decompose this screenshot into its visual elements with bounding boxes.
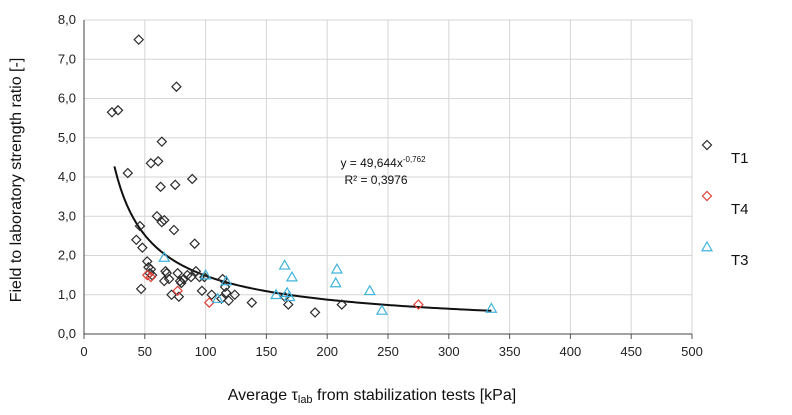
point-t1: [112, 104, 124, 116]
legend-marker-t4: [701, 190, 713, 202]
point-t3: [375, 304, 388, 315]
axes: [83, 20, 693, 339]
point-t1: [186, 173, 198, 185]
y-tick-label: 3,0: [58, 208, 76, 223]
point-t1: [282, 299, 294, 310]
point-t1: [141, 256, 153, 267]
x-axis-title: Average τlab from stabilization tests [k…: [228, 387, 516, 406]
point-t1: [158, 214, 170, 226]
legend: T1 T4 T3: [700, 139, 749, 269]
x-tick-label: 350: [499, 344, 521, 359]
point-t3: [199, 268, 212, 280]
y-tick-label: 2,0: [58, 248, 76, 263]
x-tick-label: 500: [681, 344, 703, 359]
legend-label-t1: T1: [731, 150, 749, 167]
y-tick-label: 5,0: [58, 130, 76, 145]
data-points: [106, 34, 498, 318]
y-tick-label: 1,0: [58, 287, 76, 302]
point-t1: [199, 271, 210, 283]
grid-lines: [83, 19, 693, 335]
trendline-curve: [113, 166, 492, 312]
y-tick-label: 0,0: [58, 326, 76, 341]
x-tick-label: 150: [256, 344, 278, 359]
point-t1: [223, 295, 235, 306]
point-t1: [175, 277, 187, 289]
point-t3: [329, 276, 342, 288]
point-t3: [283, 290, 296, 302]
x-tick-label: 450: [620, 344, 642, 359]
x-tick-label: 50: [138, 344, 152, 359]
point-t1: [134, 220, 146, 232]
point-t3: [211, 292, 224, 304]
point-t3: [270, 288, 283, 300]
point-t1: [133, 34, 145, 45]
point-t1: [106, 106, 118, 118]
point-t1: [220, 287, 232, 299]
point-t1: [155, 181, 166, 193]
legend-marker-t1: [701, 139, 713, 151]
point-t1: [189, 238, 201, 250]
x-tick-label: 400: [560, 344, 582, 359]
x-tick-label: 200: [316, 344, 338, 359]
point-t1: [309, 307, 321, 318]
point-t1: [171, 81, 182, 93]
point-t1: [156, 136, 168, 148]
point-t1: [152, 155, 164, 167]
point-t1: [169, 179, 181, 191]
point-t1: [229, 289, 241, 301]
y-axis-title: Field to laboratory strength ratio [-]: [8, 58, 25, 303]
point-t4: [172, 285, 183, 297]
point-t4: [203, 297, 215, 308]
point-t3: [158, 251, 171, 262]
y-tick-label: 6,0: [58, 91, 76, 106]
point-t3: [220, 274, 233, 286]
legend-label-t4: T4: [731, 201, 749, 218]
point-t1: [130, 234, 142, 246]
point-t1: [185, 271, 197, 283]
x-tick-label: 300: [438, 344, 460, 359]
tick-labels: 0,0 1,0 2,0 3,0 4,0 5,0 6,0 7,0 8,0 0 50 100 150 200 2…: [58, 12, 703, 359]
point-t1: [219, 281, 231, 293]
legend-marker-t3: [700, 240, 714, 252]
point-t1: [137, 242, 148, 253]
point-t4: [145, 271, 157, 283]
point-t1: [135, 283, 147, 295]
point-t1: [158, 275, 170, 287]
x-tick-label: 0: [80, 344, 87, 359]
y-tick-label: 8,0: [58, 12, 76, 27]
point-t1: [122, 167, 134, 179]
point-t1: [151, 210, 163, 222]
point-t1: [336, 299, 348, 310]
point-t3: [278, 259, 291, 270]
y-tick-label: 4,0: [58, 169, 76, 184]
point-t1: [206, 289, 218, 301]
point-t3: [363, 284, 376, 296]
point-t1: [172, 267, 183, 279]
point-t1: [156, 216, 168, 228]
point-t1: [166, 289, 177, 301]
point-t4: [413, 299, 424, 310]
point-t1: [196, 285, 208, 297]
trendline: [113, 166, 492, 312]
point-t3: [285, 270, 298, 282]
x-tick-label: 250: [377, 344, 399, 359]
point-t1: [173, 291, 185, 303]
point-t1: [168, 224, 180, 236]
point-t3: [330, 263, 343, 274]
trendline-r-squared: R² = 0,3976: [344, 173, 407, 187]
point-t3: [485, 302, 498, 313]
point-t1: [246, 297, 258, 308]
trendline-equation: y = 49,644x-0,762: [340, 155, 426, 170]
legend-label-t3: T3: [731, 252, 749, 269]
y-tick-label: 7,0: [58, 51, 76, 66]
x-tick-label: 100: [195, 344, 217, 359]
point-t1: [216, 293, 227, 305]
